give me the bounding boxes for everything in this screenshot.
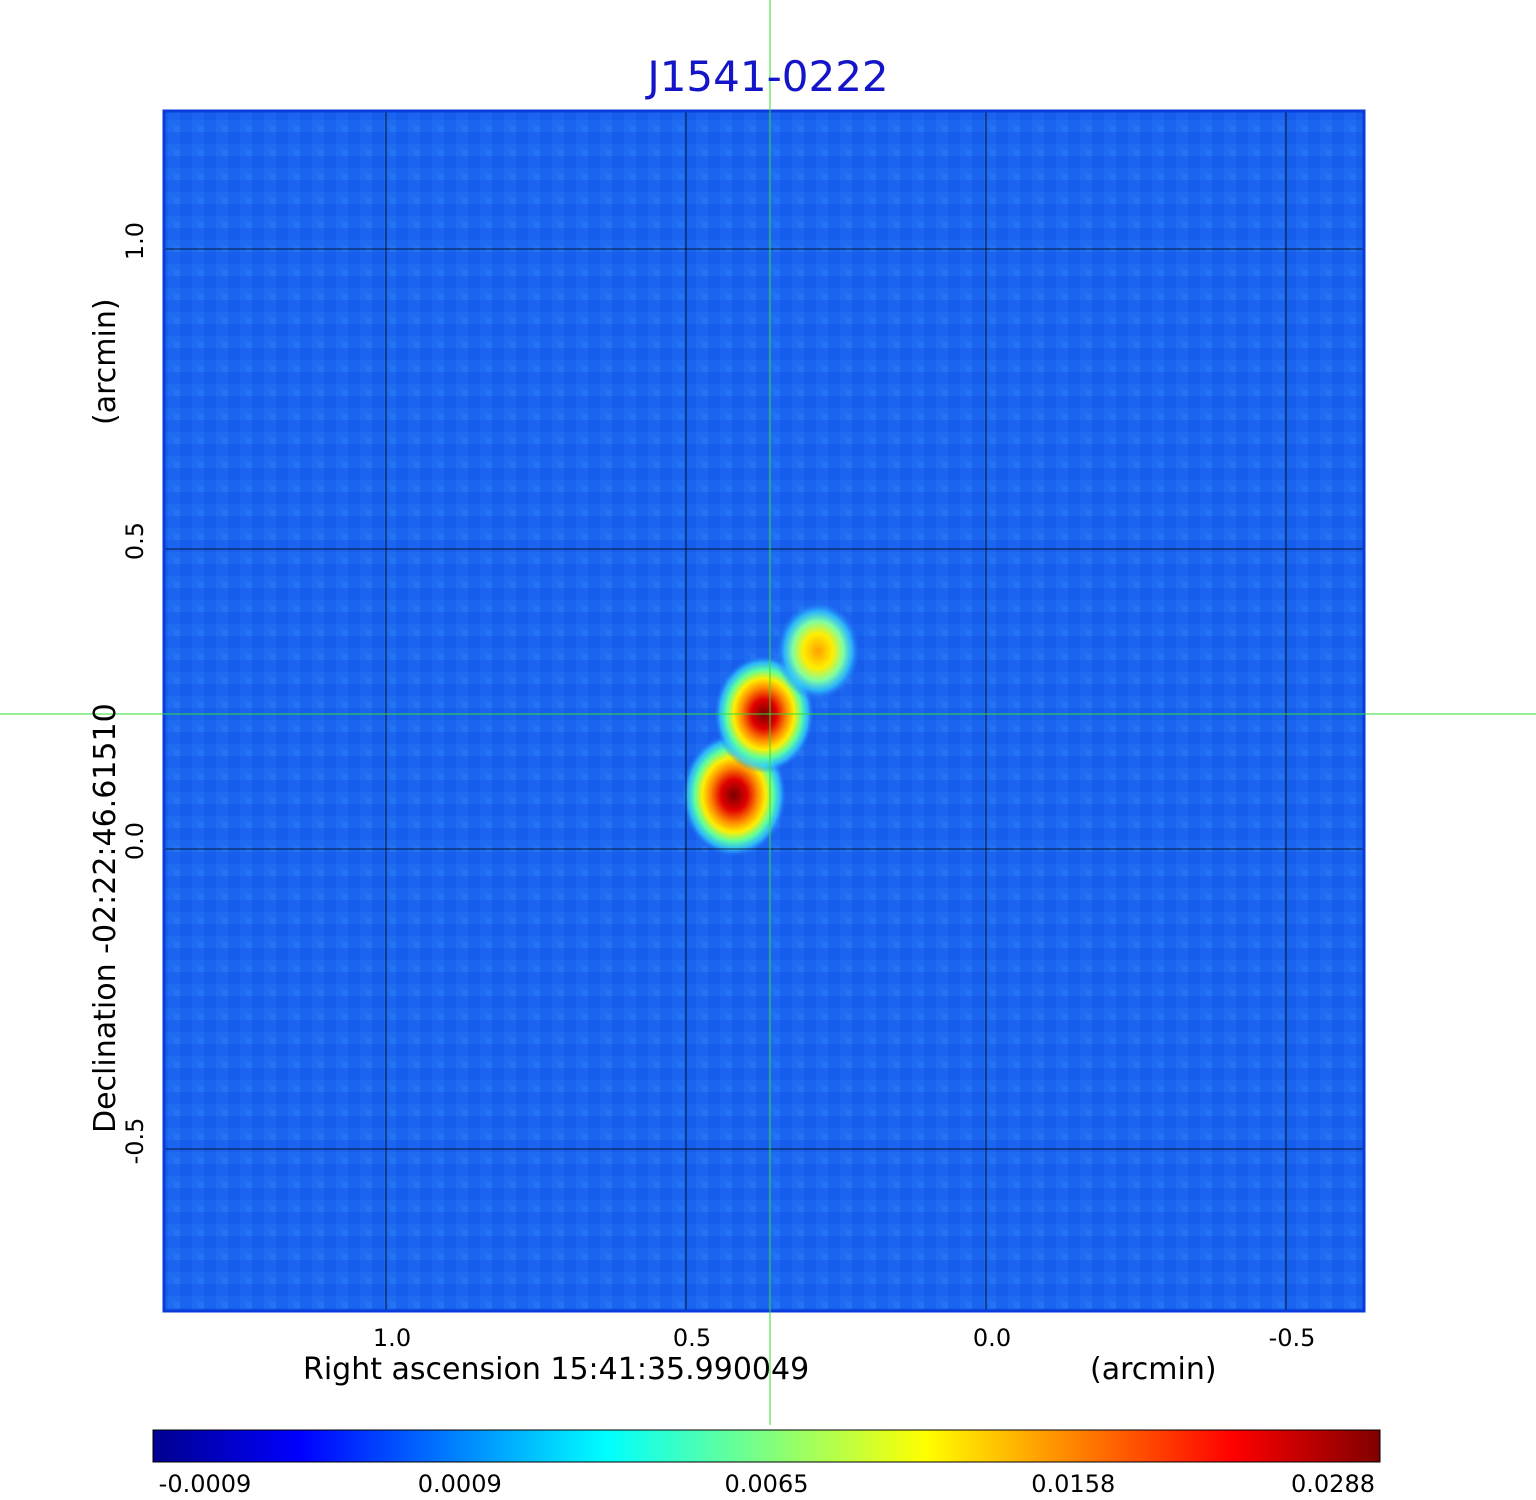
colorbar-tick-label: 0.0158 <box>1031 1470 1116 1498</box>
plot-frame <box>162 109 1366 1313</box>
colorbar-tick-label: 0.0288 <box>1291 1470 1375 1498</box>
coordinate-grid <box>164 111 1364 1311</box>
colorbar-tick-label: -0.0009 <box>158 1470 252 1498</box>
y-tick-label: 1.0 <box>121 221 149 261</box>
y-tick-label: 0.5 <box>121 521 149 561</box>
radio-source-3 <box>775 601 861 701</box>
x-tick-label: 0.0 <box>972 1324 1012 1352</box>
colorbar <box>152 1429 1381 1463</box>
sources-layer <box>681 601 861 857</box>
colorbar-tick-label: 0.0009 <box>417 1470 502 1498</box>
x-tick-label: -0.5 <box>1268 1324 1316 1352</box>
chart-title: J1541-0222 <box>647 52 889 101</box>
y-axis-unit: (arcmin) <box>88 298 123 425</box>
y-axis-label: Declination -02:22:46.61510 <box>88 703 123 1133</box>
x-tick-label: 1.0 <box>372 1324 412 1352</box>
y-tick-label: -0.5 <box>121 1117 149 1165</box>
x-tick-label: 0.5 <box>672 1324 712 1352</box>
x-axis-unit: (arcmin) <box>1090 1352 1217 1387</box>
colorbar-tick-label: 0.0065 <box>724 1470 809 1498</box>
y-tick-label: 0.0 <box>121 821 149 861</box>
x-axis-label: Right ascension 15:41:35.990049 <box>303 1352 810 1387</box>
